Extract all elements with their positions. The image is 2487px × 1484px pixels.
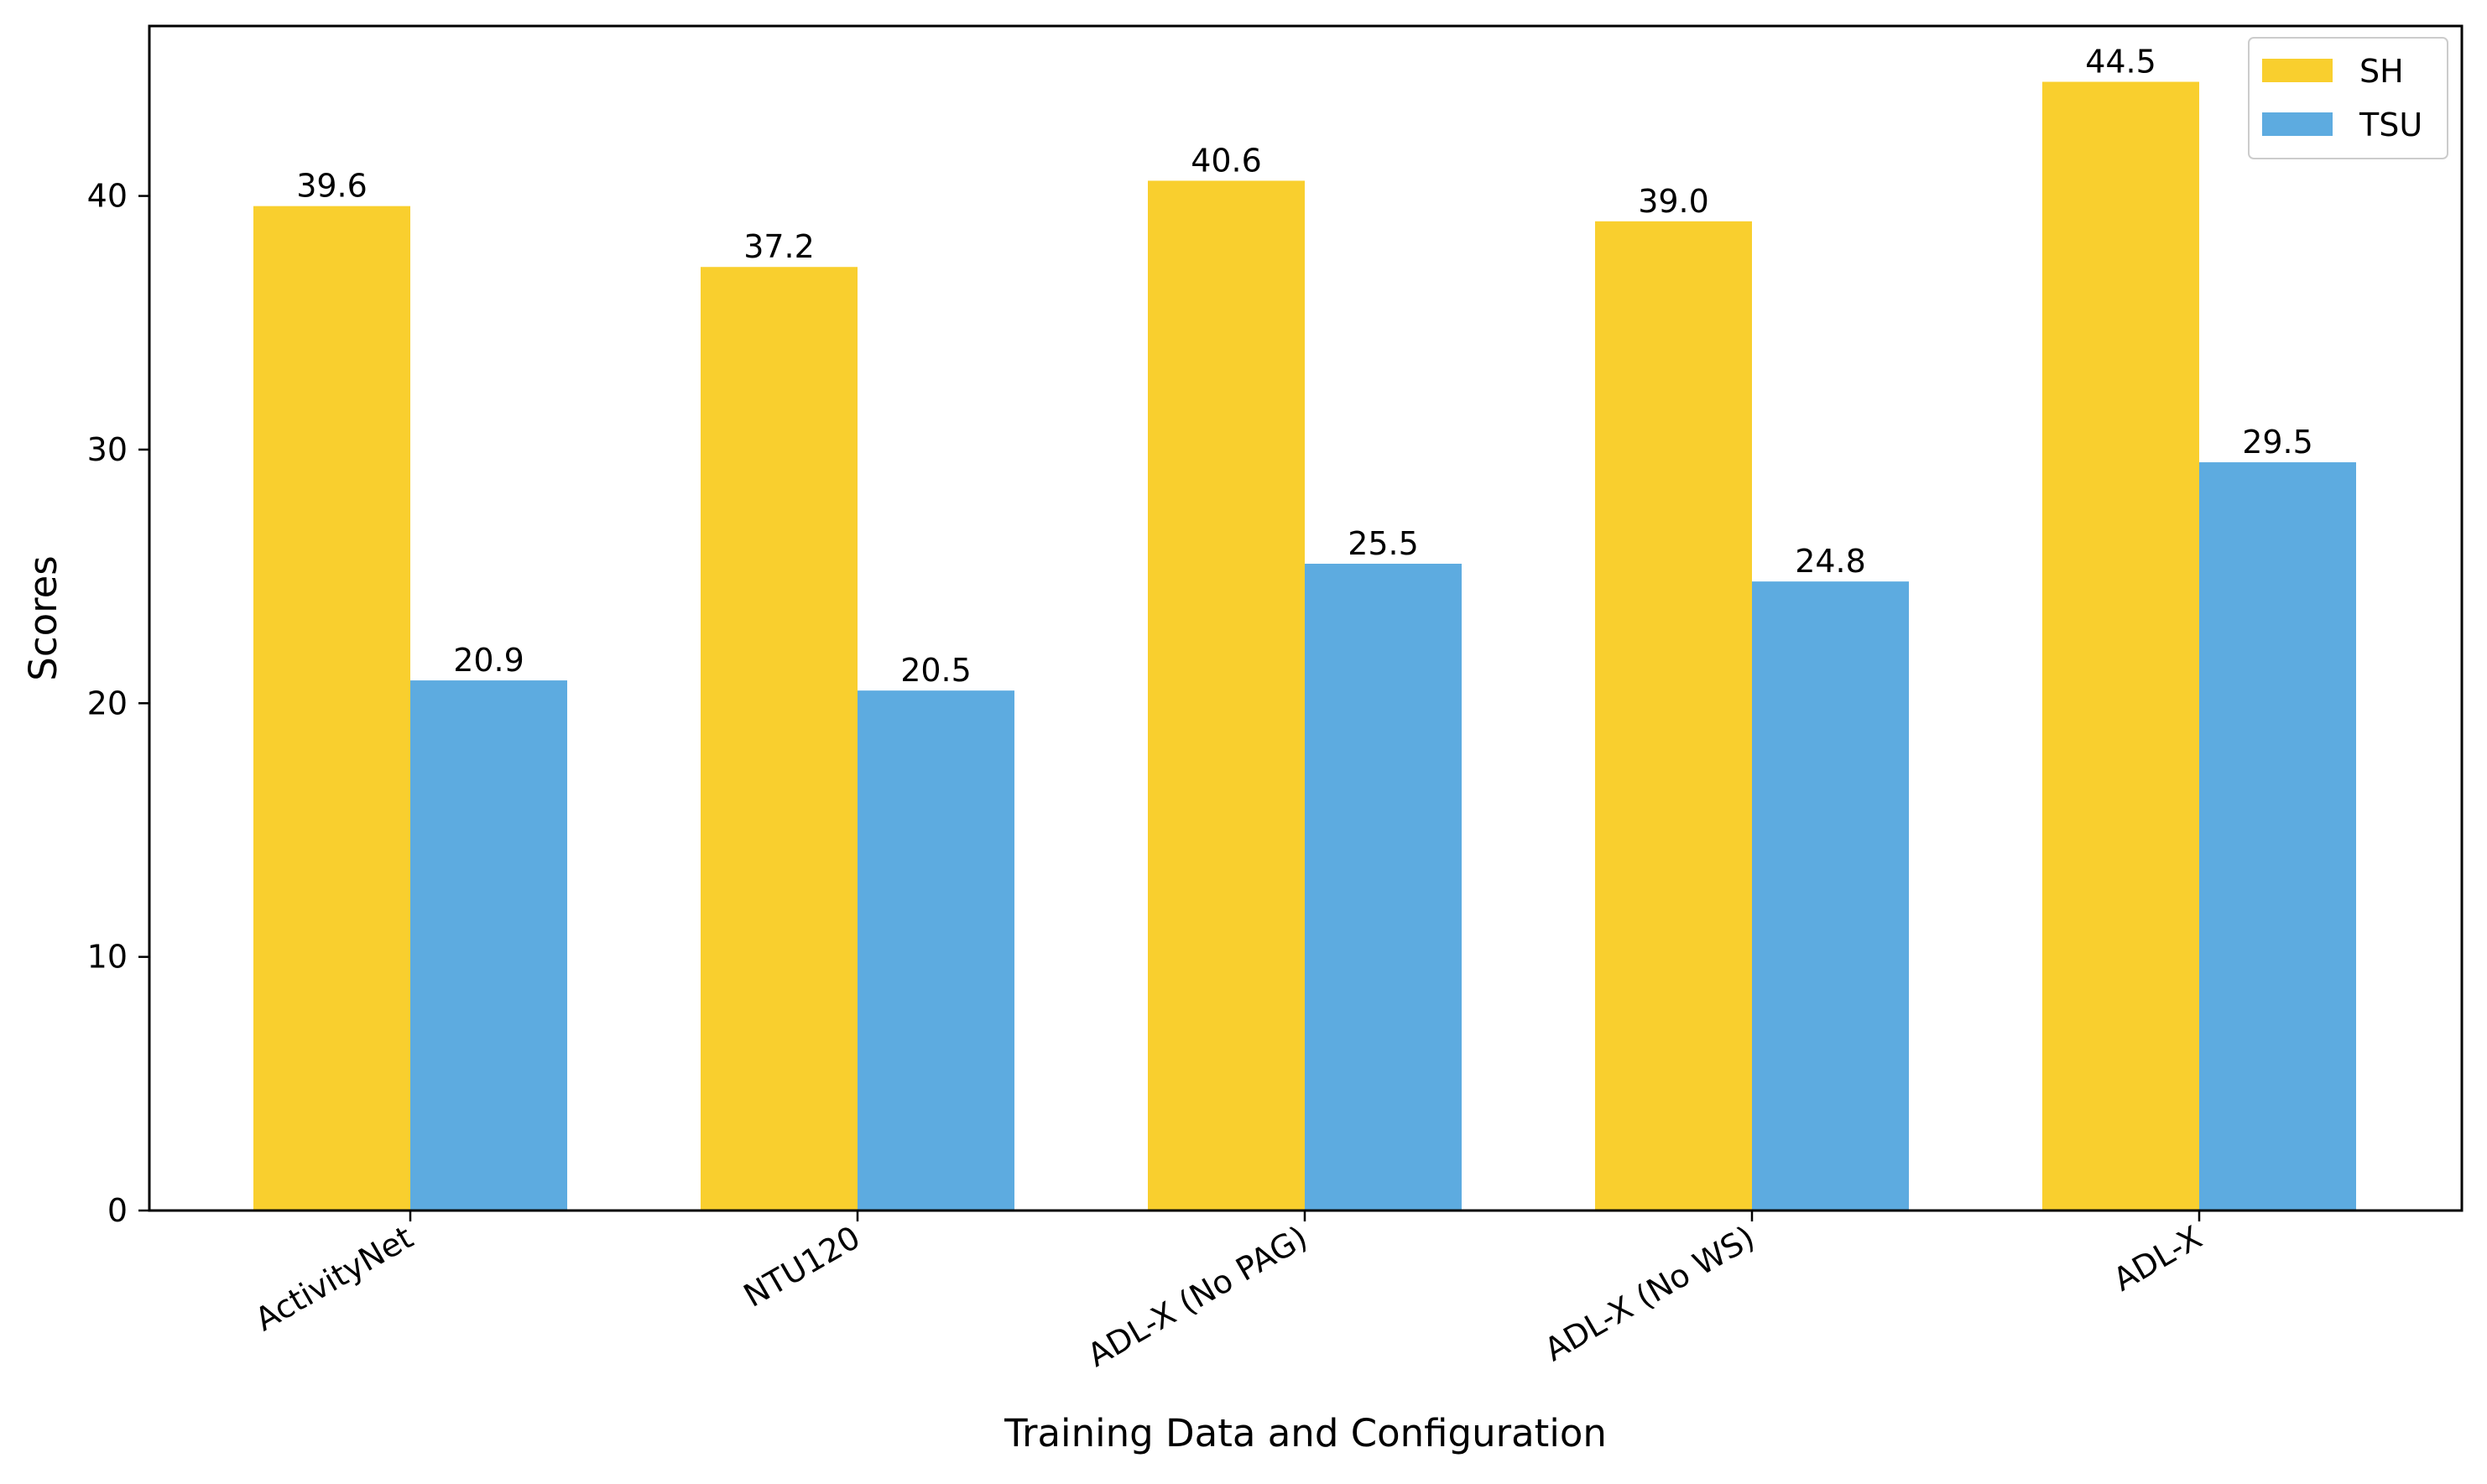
bar-label-sh-2: 40.6 (1191, 142, 1262, 179)
bar-sh-2 (1148, 180, 1305, 1211)
bar-sh-1 (701, 267, 858, 1211)
legend: SH TSU (2248, 37, 2448, 159)
x-axis: ActivityNet NTU120 ADL-X (No PAG) ADL-X (No… (249, 1211, 2208, 1374)
x-tick-label: ADL-X (No WS) (1538, 1219, 1760, 1369)
y-tick-label: 10 (87, 939, 128, 976)
legend-label-sh: SH (2359, 53, 2404, 90)
bar-label-tsu-1: 20.5 (900, 652, 972, 689)
bar-label-tsu-3: 24.8 (1795, 543, 1866, 580)
y-axis-title: Scores (21, 555, 65, 680)
bar-label-tsu-4: 29.5 (2242, 424, 2313, 461)
x-tick-label: ADL-X (2107, 1219, 2208, 1299)
bar-sh-0 (253, 206, 410, 1211)
y-tick-label: 0 (107, 1192, 128, 1229)
legend-label-tsu: TSU (2359, 107, 2422, 143)
x-tick-label: ActivityNet (249, 1219, 420, 1339)
bars-layer (253, 81, 2356, 1211)
bar-tsu-1 (858, 690, 1014, 1211)
bar-label-tsu-2: 25.5 (1348, 525, 1419, 562)
y-tick-label: 20 (87, 685, 128, 721)
x-tick-label: ADL-X (No PAG) (1082, 1219, 1314, 1374)
y-tick-label: 40 (87, 178, 128, 215)
bar-labels-layer: 39.6 20.9 37.2 20.5 40.6 25.5 39.0 24.8 44.5 29.5 (296, 44, 2313, 690)
bar-label-sh-4: 44.5 (2085, 44, 2156, 81)
bar-tsu-4 (2199, 462, 2356, 1211)
bar-label-sh-1: 37.2 (743, 228, 815, 265)
bar-tsu-3 (1752, 581, 1909, 1211)
bar-sh-3 (1595, 221, 1752, 1211)
bar-label-tsu-0: 20.9 (453, 642, 524, 679)
y-axis: 0 10 20 30 40 (87, 178, 149, 1229)
bar-label-sh-3: 39.0 (1638, 183, 1709, 220)
x-axis-title: Training Data and Configuration (1004, 1411, 1607, 1455)
x-tick-label: NTU120 (738, 1219, 867, 1315)
bar-label-sh-0: 39.6 (296, 168, 368, 205)
bar-tsu-0 (410, 680, 567, 1211)
y-tick-label: 30 (87, 431, 128, 468)
bar-tsu-2 (1305, 563, 1462, 1211)
bar-sh-4 (2042, 81, 2199, 1211)
legend-swatch-sh (2262, 59, 2333, 82)
legend-swatch-tsu (2262, 112, 2333, 136)
